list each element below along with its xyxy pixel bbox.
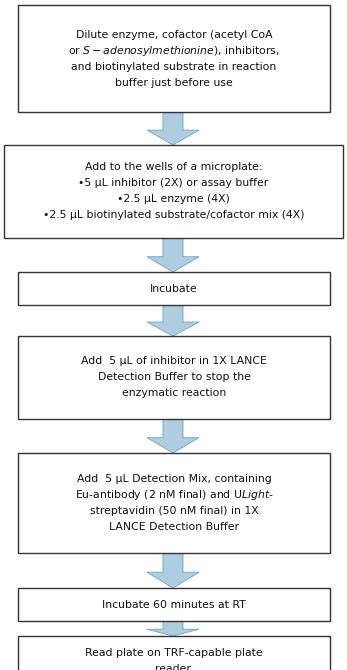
Text: •2.5 μL enzyme (4X): •2.5 μL enzyme (4X) — [117, 194, 230, 204]
Text: LANCE Detection Buffer: LANCE Detection Buffer — [109, 522, 239, 532]
Text: •2.5 μL biotinylated substrate/cofactor mix (4X): •2.5 μL biotinylated substrate/cofactor … — [43, 210, 304, 220]
Text: Detection Buffer to stop the: Detection Buffer to stop the — [98, 373, 251, 383]
Text: Eu-antibody (2 nM final) and U$\mathit{Light}$-: Eu-antibody (2 nM final) and U$\mathit{L… — [75, 488, 273, 502]
Bar — [18, 636, 330, 670]
Text: Add  5 μL Detection Mix, containing: Add 5 μL Detection Mix, containing — [77, 474, 271, 484]
Polygon shape — [147, 238, 199, 272]
Text: Dilute enzyme, cofactor (acetyl CoA: Dilute enzyme, cofactor (acetyl CoA — [76, 29, 272, 40]
Text: •5 μL inhibitor (2X) or assay buffer: •5 μL inhibitor (2X) or assay buffer — [78, 178, 269, 188]
Polygon shape — [147, 419, 199, 453]
Polygon shape — [147, 553, 199, 588]
Polygon shape — [147, 621, 199, 636]
Bar — [18, 336, 330, 419]
Text: streptavidin (50 nM final) in 1X: streptavidin (50 nM final) in 1X — [90, 506, 259, 516]
Polygon shape — [147, 305, 199, 336]
Text: Incubate 60 minutes at RT: Incubate 60 minutes at RT — [102, 600, 246, 610]
Text: buffer just before use: buffer just before use — [115, 78, 233, 88]
Bar — [18, 5, 330, 112]
Text: or $\mathit{S-adenosylmethionine}$), inhibitors,: or $\mathit{S-adenosylmethionine}$), inh… — [68, 44, 280, 58]
Polygon shape — [147, 112, 199, 145]
Bar — [4, 145, 343, 238]
Bar — [18, 453, 330, 553]
Text: and biotinylated substrate in reaction: and biotinylated substrate in reaction — [71, 62, 277, 72]
Text: reader.: reader. — [155, 664, 193, 670]
Bar — [18, 272, 330, 305]
Bar — [18, 588, 330, 621]
Text: Add to the wells of a microplate:: Add to the wells of a microplate: — [85, 163, 262, 172]
Text: Read plate on TRF-capable plate: Read plate on TRF-capable plate — [85, 648, 263, 658]
Text: Add  5 μL of inhibitor in 1X LANCE: Add 5 μL of inhibitor in 1X LANCE — [81, 356, 267, 366]
Text: enzymatic reaction: enzymatic reaction — [122, 389, 226, 399]
Text: Incubate: Incubate — [150, 283, 198, 293]
